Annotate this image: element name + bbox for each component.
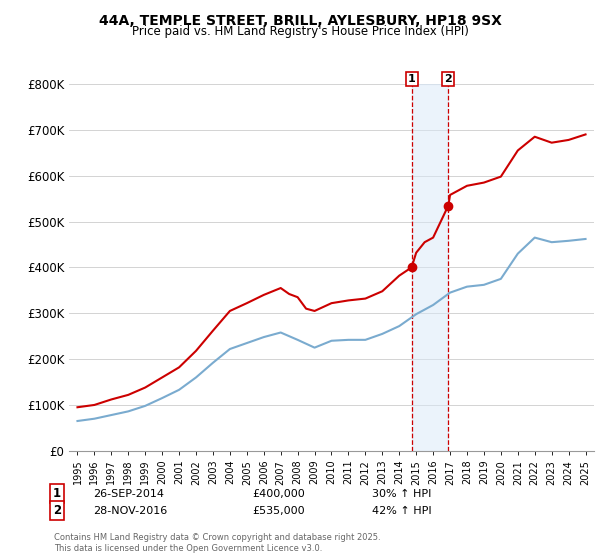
Text: 1: 1 bbox=[53, 487, 61, 501]
Text: £400,000: £400,000 bbox=[252, 489, 305, 499]
Text: Price paid vs. HM Land Registry's House Price Index (HPI): Price paid vs. HM Land Registry's House … bbox=[131, 25, 469, 38]
Text: 2: 2 bbox=[445, 74, 452, 84]
Text: 26-SEP-2014: 26-SEP-2014 bbox=[93, 489, 164, 499]
Text: 42% ↑ HPI: 42% ↑ HPI bbox=[372, 506, 431, 516]
Text: Contains HM Land Registry data © Crown copyright and database right 2025.
This d: Contains HM Land Registry data © Crown c… bbox=[54, 533, 380, 553]
Text: 28-NOV-2016: 28-NOV-2016 bbox=[93, 506, 167, 516]
Bar bbox=[412, 84, 448, 451]
Text: £535,000: £535,000 bbox=[252, 506, 305, 516]
Text: 44A, TEMPLE STREET, BRILL, AYLESBURY, HP18 9SX: 44A, TEMPLE STREET, BRILL, AYLESBURY, HP… bbox=[98, 14, 502, 28]
Text: 1: 1 bbox=[408, 74, 415, 84]
Text: 30% ↑ HPI: 30% ↑ HPI bbox=[372, 489, 431, 499]
Text: 2: 2 bbox=[53, 504, 61, 517]
